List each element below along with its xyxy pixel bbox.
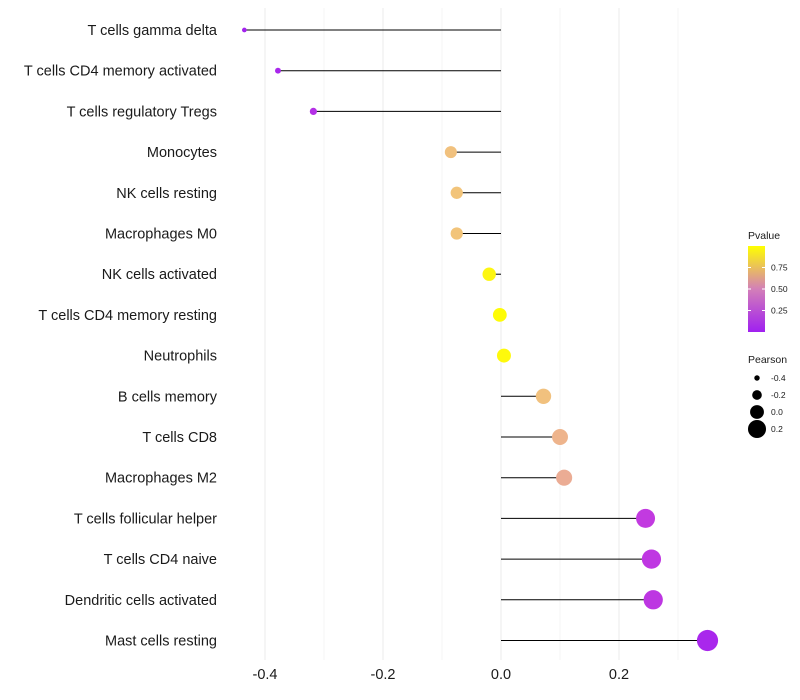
category-label-12: T cells follicular helper [74, 511, 217, 527]
pvalue-colorbar [748, 246, 765, 332]
x-axis-ticks: -0.4 -0.2 0.0 0.2 [253, 667, 630, 683]
legend-pearson-title: Pearson [748, 354, 787, 366]
point-4 [450, 186, 463, 199]
pearson-key-point-0 [754, 375, 760, 381]
category-label-10: T cells CD8 [142, 430, 217, 446]
category-label-0: T cells gamma delta [88, 23, 218, 39]
pvalue-tick-label-2: 0.75 [771, 263, 788, 273]
pearson-key-label-1: -0.2 [771, 390, 786, 400]
x-tick-label-3: 0.2 [609, 667, 629, 683]
pearson-key-label-2: 0.0 [771, 407, 783, 417]
point-11 [556, 469, 573, 486]
x-tick-label-2: 0.0 [491, 667, 511, 683]
point-13 [641, 549, 662, 569]
legend-pvalue-title: Pvalue [748, 230, 780, 242]
point-2 [309, 107, 317, 115]
point-15 [696, 629, 719, 652]
category-label-11: Macrophages M2 [105, 471, 217, 487]
lollipop-points [241, 27, 719, 652]
pvalue-legend-ticks: 0.25 0.50 0.75 [748, 263, 788, 316]
x-tick-label-1: -0.2 [371, 667, 396, 683]
point-3 [444, 146, 457, 159]
legend-pearson: Pearson -0.4 -0.2 0.0 0.2 [747, 354, 787, 439]
point-14 [643, 590, 663, 610]
category-label-8: Neutrophils [144, 349, 217, 365]
point-5 [450, 227, 463, 240]
category-label-14: Dendritic cells activated [65, 593, 217, 609]
pearson-key-point-3 [747, 419, 767, 439]
category-labels: T cells gamma delta T cells CD4 memory ac… [24, 23, 218, 650]
legend-pvalue: Pvalue 0.25 0.50 0.75 [748, 230, 788, 332]
point-0 [241, 27, 247, 33]
point-10 [552, 429, 568, 445]
point-9 [535, 388, 552, 404]
pearson-key-label-3: 0.2 [771, 424, 783, 434]
category-label-4: NK cells resting [116, 186, 217, 202]
point-7 [492, 308, 507, 322]
point-8 [496, 348, 511, 363]
pearson-key-point-1 [752, 390, 762, 400]
category-label-6: NK cells activated [102, 267, 217, 283]
point-12 [636, 508, 656, 528]
category-label-3: Monocytes [147, 145, 217, 161]
category-label-5: Macrophages M0 [105, 227, 217, 243]
x-tick-label-0: -0.4 [253, 667, 278, 683]
gridlines [264, 8, 679, 660]
category-label-7: T cells CD4 memory resting [38, 308, 217, 324]
pearson-legend-keys: -0.4 -0.2 0.0 0.2 [747, 373, 786, 439]
pearson-key-label-0: -0.4 [771, 373, 786, 383]
point-1 [275, 67, 281, 74]
pvalue-tick-label-0: 0.25 [771, 306, 788, 316]
point-6 [482, 267, 496, 281]
category-label-1: T cells CD4 memory activated [24, 64, 217, 80]
category-label-13: T cells CD4 naive [104, 552, 217, 568]
pvalue-tick-label-1: 0.50 [771, 284, 788, 294]
category-label-2: T cells regulatory Tregs [67, 104, 217, 120]
pearson-key-point-2 [750, 405, 764, 419]
category-label-15: Mast cells resting [105, 634, 217, 650]
category-label-9: B cells memory [118, 389, 218, 405]
lollipop-stems [244, 29, 708, 641]
